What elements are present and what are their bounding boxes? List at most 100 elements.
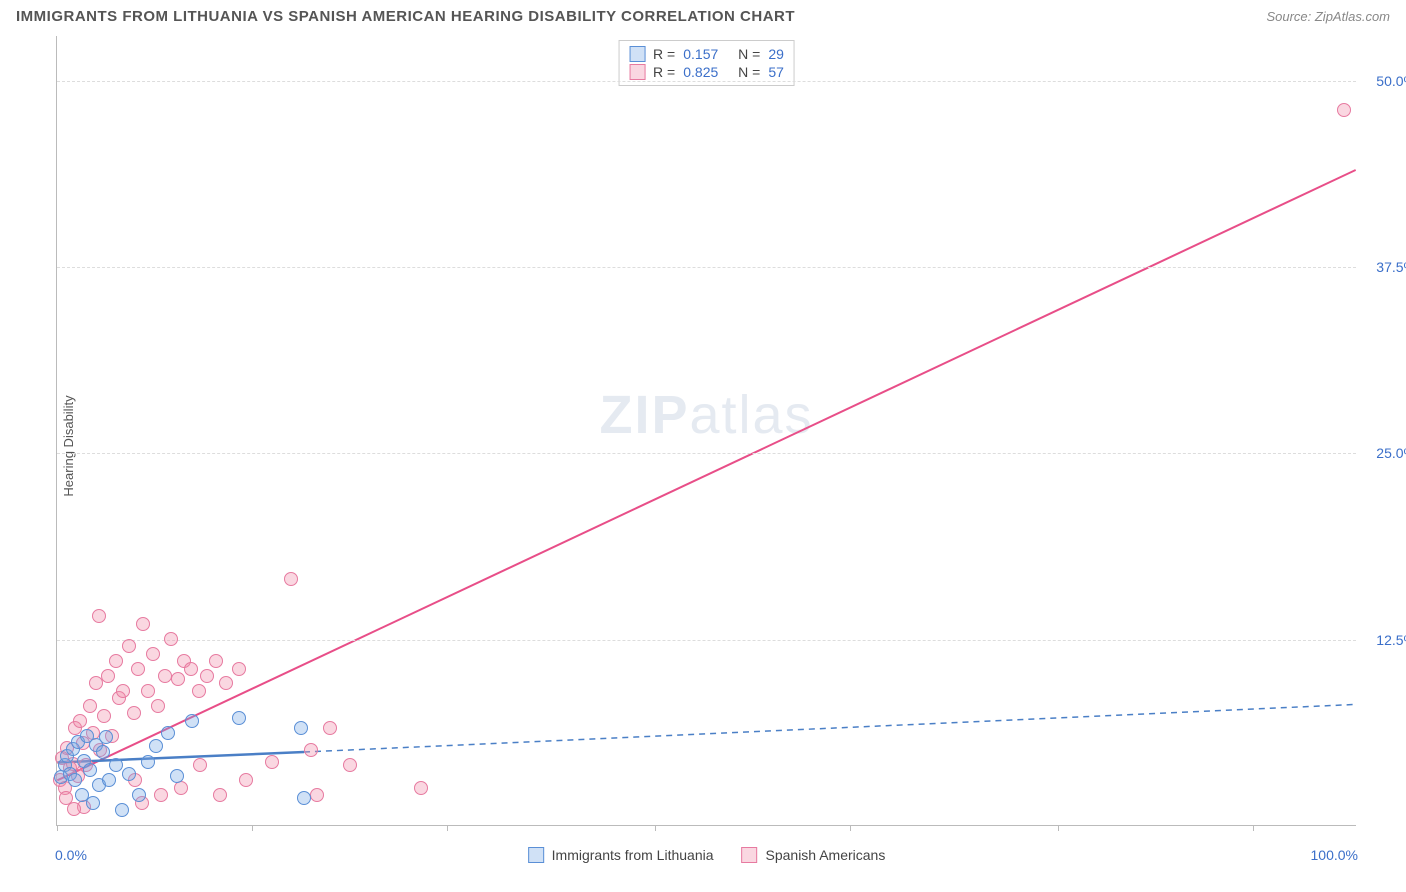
data-point-spanish xyxy=(219,676,233,690)
legend-item-spanish: Spanish Americans xyxy=(742,847,886,863)
stats-row-spanish: R = 0.825 N = 57 xyxy=(629,63,784,81)
data-point-spanish xyxy=(83,699,97,713)
data-point-lithuania xyxy=(297,791,311,805)
data-point-spanish xyxy=(73,714,87,728)
data-point-spanish xyxy=(209,654,223,668)
data-point-spanish xyxy=(131,662,145,676)
data-point-lithuania xyxy=(294,721,308,735)
data-point-lithuania xyxy=(109,758,123,772)
data-point-spanish xyxy=(184,662,198,676)
swatch-spanish xyxy=(742,847,758,863)
data-point-spanish xyxy=(343,758,357,772)
data-point-lithuania xyxy=(132,788,146,802)
x-min-label: 0.0% xyxy=(55,847,87,863)
y-tick-label: 50.0% xyxy=(1360,73,1406,89)
data-point-spanish xyxy=(146,647,160,661)
n-value-lithuania: 29 xyxy=(768,46,784,62)
series-legend: Immigrants from Lithuania Spanish Americ… xyxy=(528,847,886,863)
chart-source: Source: ZipAtlas.com xyxy=(1266,9,1390,24)
x-tick xyxy=(447,825,448,831)
y-tick-label: 12.5% xyxy=(1360,632,1406,648)
r-label: R = xyxy=(653,46,675,62)
data-point-lithuania xyxy=(83,763,97,777)
legend-label-spanish: Spanish Americans xyxy=(766,847,886,863)
data-point-lithuania xyxy=(149,739,163,753)
swatch-lithuania xyxy=(629,46,645,62)
data-point-spanish xyxy=(59,791,73,805)
x-max-label: 100.0% xyxy=(1311,847,1358,863)
data-point-lithuania xyxy=(102,773,116,787)
data-point-lithuania xyxy=(161,726,175,740)
data-point-spanish xyxy=(109,654,123,668)
data-point-spanish xyxy=(192,684,206,698)
data-point-spanish xyxy=(127,706,141,720)
data-point-spanish xyxy=(265,755,279,769)
x-tick xyxy=(1058,825,1059,831)
data-point-spanish xyxy=(304,743,318,757)
data-point-spanish xyxy=(310,788,324,802)
x-tick xyxy=(1253,825,1254,831)
data-point-lithuania xyxy=(99,730,113,744)
data-point-spanish xyxy=(171,672,185,686)
data-point-lithuania xyxy=(185,714,199,728)
data-point-spanish xyxy=(232,662,246,676)
stats-row-lithuania: R = 0.157 N = 29 xyxy=(629,45,784,63)
trend-lines xyxy=(57,36,1356,825)
data-point-spanish xyxy=(97,709,111,723)
data-point-spanish xyxy=(164,632,178,646)
r-value-spanish: 0.825 xyxy=(683,64,718,80)
data-point-spanish xyxy=(174,781,188,795)
data-point-lithuania xyxy=(141,755,155,769)
watermark-atlas: atlas xyxy=(689,385,813,445)
x-tick xyxy=(655,825,656,831)
legend-item-lithuania: Immigrants from Lithuania xyxy=(528,847,714,863)
stats-legend: R = 0.157 N = 29 R = 0.825 N = 57 xyxy=(618,40,795,86)
data-point-lithuania xyxy=(115,803,129,817)
trend-line xyxy=(304,704,1356,752)
chart-area: Hearing Disability ZIPatlas R = 0.157 N … xyxy=(50,36,1390,856)
data-point-spanish xyxy=(136,617,150,631)
data-point-spanish xyxy=(193,758,207,772)
data-point-lithuania xyxy=(122,767,136,781)
n-value-spanish: 57 xyxy=(768,64,784,80)
data-point-spanish xyxy=(158,669,172,683)
data-point-lithuania xyxy=(96,745,110,759)
data-point-lithuania xyxy=(86,796,100,810)
data-point-spanish xyxy=(414,781,428,795)
swatch-lithuania xyxy=(528,847,544,863)
data-point-spanish xyxy=(1337,103,1351,117)
r-label: R = xyxy=(653,64,675,80)
gridline xyxy=(57,267,1356,268)
data-point-spanish xyxy=(141,684,155,698)
y-tick-label: 37.5% xyxy=(1360,259,1406,275)
data-point-spanish xyxy=(122,639,136,653)
data-point-spanish xyxy=(284,572,298,586)
n-label: N = xyxy=(738,46,760,62)
data-point-lithuania xyxy=(232,711,246,725)
x-tick xyxy=(252,825,253,831)
gridline xyxy=(57,640,1356,641)
gridline xyxy=(57,81,1356,82)
n-label: N = xyxy=(738,64,760,80)
data-point-spanish xyxy=(200,669,214,683)
data-point-lithuania xyxy=(68,773,82,787)
x-tick xyxy=(850,825,851,831)
data-point-spanish xyxy=(323,721,337,735)
trend-line xyxy=(57,170,1355,780)
data-point-spanish xyxy=(213,788,227,802)
data-point-spanish xyxy=(239,773,253,787)
legend-label-lithuania: Immigrants from Lithuania xyxy=(552,847,714,863)
gridline xyxy=(57,453,1356,454)
chart-title: IMMIGRANTS FROM LITHUANIA VS SPANISH AME… xyxy=(16,8,795,25)
y-tick-label: 25.0% xyxy=(1360,445,1406,461)
chart-header: IMMIGRANTS FROM LITHUANIA VS SPANISH AME… xyxy=(0,0,1406,29)
plot-region: ZIPatlas R = 0.157 N = 29 R = 0.825 N = … xyxy=(56,36,1356,826)
data-point-spanish xyxy=(116,684,130,698)
swatch-spanish xyxy=(629,64,645,80)
r-value-lithuania: 0.157 xyxy=(683,46,718,62)
data-point-spanish xyxy=(154,788,168,802)
data-point-spanish xyxy=(101,669,115,683)
watermark-zip: ZIP xyxy=(599,385,689,445)
watermark: ZIPatlas xyxy=(599,384,813,446)
data-point-spanish xyxy=(92,609,106,623)
